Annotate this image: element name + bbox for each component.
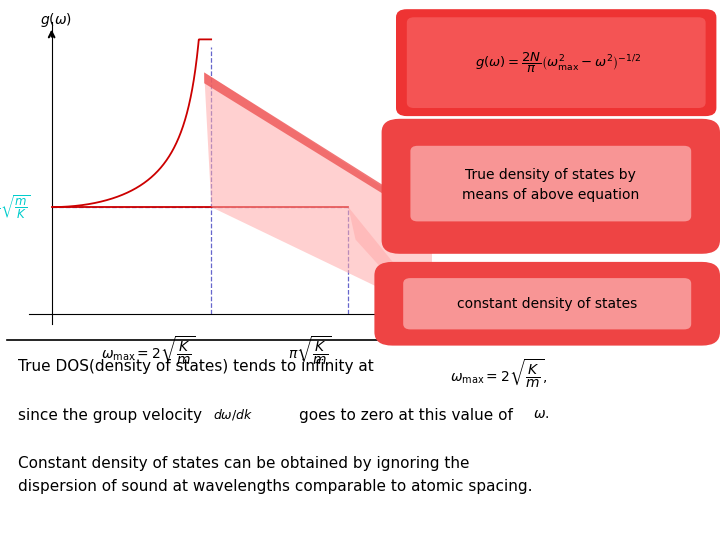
FancyBboxPatch shape: [403, 278, 691, 329]
Text: $d\omega/dk$: $d\omega/dk$: [213, 407, 253, 422]
FancyBboxPatch shape: [396, 9, 716, 116]
Text: $\omega_{\rm max}=2\sqrt{\dfrac{K}{m}}$: $\omega_{\rm max}=2\sqrt{\dfrac{K}{m}}$: [101, 335, 195, 367]
FancyBboxPatch shape: [382, 119, 720, 254]
Text: $\pi\sqrt{\dfrac{K}{m}}$: $\pi\sqrt{\dfrac{K}{m}}$: [288, 335, 332, 367]
FancyBboxPatch shape: [374, 262, 720, 346]
Text: $\omega_{\rm max}=2\sqrt{\dfrac{K}{m}},$: $\omega_{\rm max}=2\sqrt{\dfrac{K}{m}},$: [450, 357, 547, 390]
Text: Constant density of states can be obtained by ignoring the
dispersion of sound a: Constant density of states can be obtain…: [18, 456, 533, 494]
Text: $g(\omega)=\dfrac{2N}{\pi}\left(\omega_{\rm max}^{2}-\omega^{2}\right)^{-1/2}$: $g(\omega)=\dfrac{2N}{\pi}\left(\omega_{…: [475, 51, 641, 75]
Text: True DOS(density of states) tends to infinity at: True DOS(density of states) tends to inf…: [18, 359, 374, 374]
Text: $\omega$: $\omega$: [410, 327, 423, 341]
Polygon shape: [204, 72, 432, 224]
Text: $\omega.$: $\omega.$: [533, 407, 549, 421]
Text: True density of states by
means of above equation: True density of states by means of above…: [462, 168, 639, 202]
Text: $g(\omega)$: $g(\omega)$: [40, 11, 72, 29]
Polygon shape: [348, 207, 432, 324]
Text: since the group velocity: since the group velocity: [18, 408, 202, 423]
Text: goes to zero at this value of: goes to zero at this value of: [299, 408, 513, 423]
Text: constant density of states: constant density of states: [457, 297, 637, 311]
FancyBboxPatch shape: [410, 146, 691, 221]
Polygon shape: [204, 72, 432, 313]
Text: $\dfrac{N}{\pi}\sqrt{\dfrac{m}{K}}$: $\dfrac{N}{\pi}\sqrt{\dfrac{m}{K}}$: [0, 193, 31, 221]
FancyBboxPatch shape: [407, 17, 706, 108]
